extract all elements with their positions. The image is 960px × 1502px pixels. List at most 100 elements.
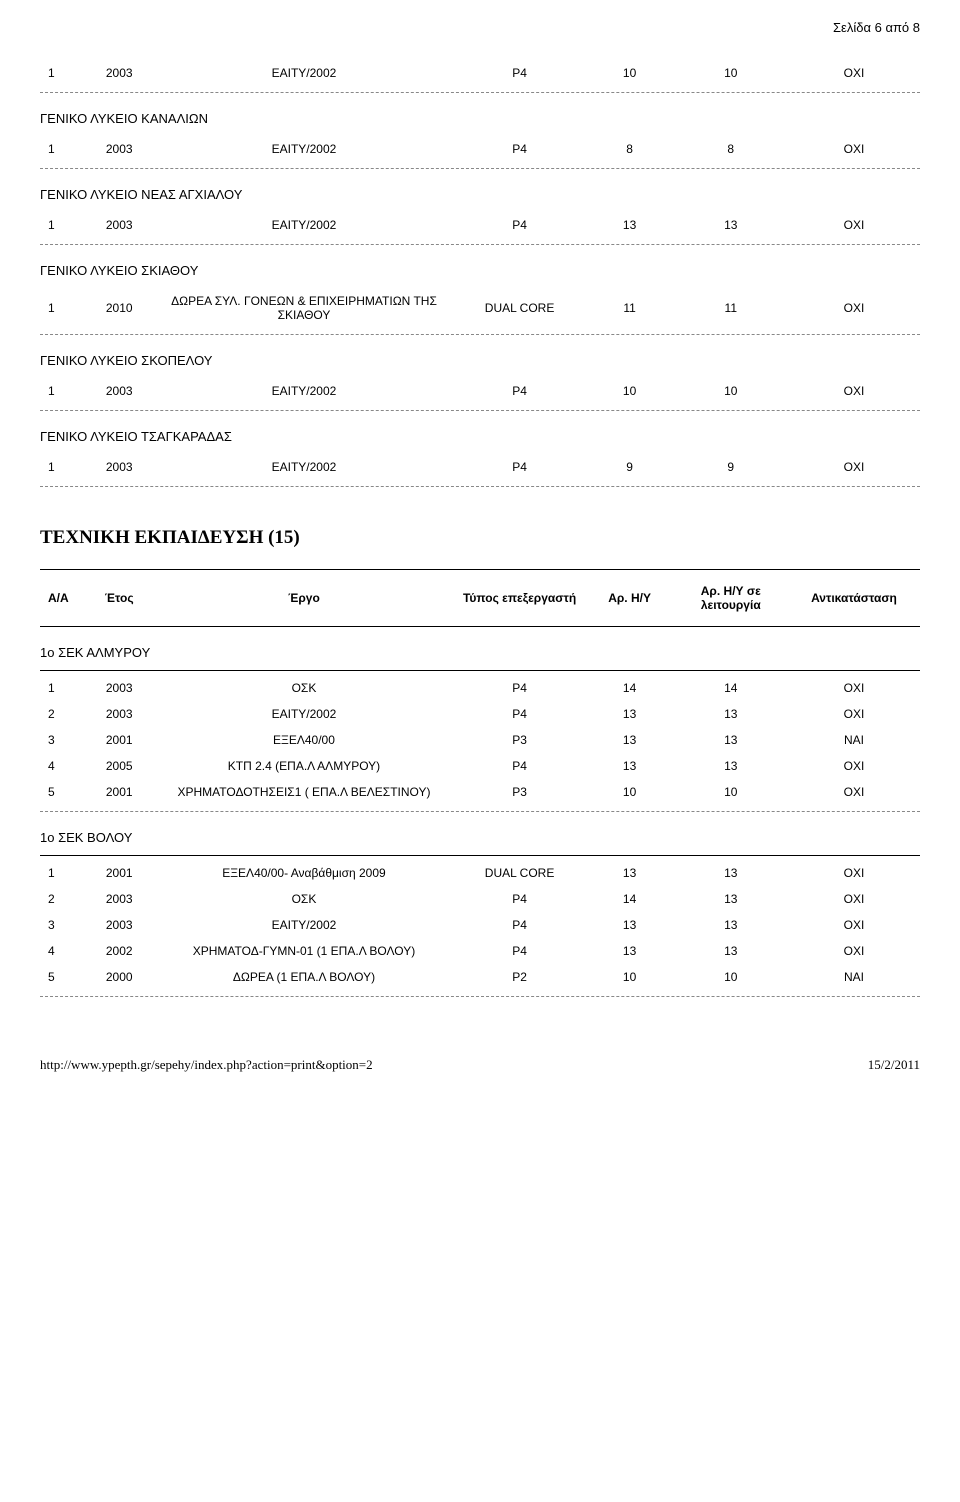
cell-n1: 10 [586, 378, 674, 404]
table-row: 12003ΕΑΙΤΥ/2002P488ΟΧΙ [40, 136, 920, 162]
cell-aa: 1 [40, 60, 84, 86]
cell-cpu: P4 [454, 938, 586, 964]
cell-aa: 1 [40, 378, 84, 404]
cell-proj: ΕΑΙΤΥ/2002 [154, 454, 453, 480]
cell-n1: 13 [586, 753, 674, 779]
cell-year: 2003 [84, 60, 154, 86]
section-separator [40, 410, 920, 411]
table-row: 22003ΟΣΚP41413ΟΧΙ [40, 886, 920, 912]
hdr-rep: Αντικατάσταση [788, 574, 920, 622]
data-table: 12003ΕΑΙΤΥ/2002P41010ΟΧΙ [40, 60, 920, 86]
cell-year: 2003 [84, 212, 154, 238]
cell-aa: 5 [40, 779, 84, 805]
cell-n1: 9 [586, 454, 674, 480]
cell-proj: ΕΑΙΤΥ/2002 [154, 60, 453, 86]
cell-n2: 13 [674, 701, 788, 727]
page-indicator: Σελίδα 6 από 8 [40, 20, 920, 35]
cell-n2: 9 [674, 454, 788, 480]
cell-year: 2003 [84, 454, 154, 480]
hdr-n2: Αρ. Η/Υ σε λειτουργία [674, 574, 788, 622]
cell-n1: 14 [586, 675, 674, 701]
header-bottom-rule [40, 626, 920, 627]
cell-year: 2001 [84, 779, 154, 805]
cell-year: 2003 [84, 912, 154, 938]
cell-proj: ΟΣΚ [154, 675, 453, 701]
cell-year: 2002 [84, 938, 154, 964]
section-title: 1o ΣΕΚ ΒΟΛΟΥ [40, 830, 920, 845]
cell-n1: 8 [586, 136, 674, 162]
cell-aa: 2 [40, 701, 84, 727]
major-heading: ΤΕΧΝΙΚΗ ΕΚΠΑΙΔΕΥΣΗ (15) [40, 527, 920, 549]
cell-rep: ΝΑΙ [788, 964, 920, 990]
cell-rep: ΟΧΙ [788, 60, 920, 86]
cell-proj: ΕΑΙΤΥ/2002 [154, 378, 453, 404]
section-title: 1o ΣΕΚ ΑΛΜΥΡΟΥ [40, 645, 920, 660]
hdr-cpu: Τύπος επεξεργαστή [454, 574, 586, 622]
table-row: 22003ΕΑΙΤΥ/2002P41313ΟΧΙ [40, 701, 920, 727]
cell-proj: ΔΩΡΕΑ ΣΥΛ. ΓΟΝΕΩΝ & ΕΠΙΧΕΙΡΗΜΑΤΙΩΝ ΤΗΣ Σ… [154, 288, 453, 328]
cell-proj: ΟΣΚ [154, 886, 453, 912]
table-row: 12003ΟΣΚP41414ΟΧΙ [40, 675, 920, 701]
cell-n1: 13 [586, 212, 674, 238]
cell-year: 2003 [84, 701, 154, 727]
cell-year: 2003 [84, 675, 154, 701]
section-title: ΓΕΝΙΚΟ ΛΥΚΕΙΟ ΤΣΑΓΚΑΡΑΔΑΣ [40, 429, 920, 444]
section-separator [40, 92, 920, 93]
cell-year: 2003 [84, 378, 154, 404]
cell-n2: 8 [674, 136, 788, 162]
cell-n2: 13 [674, 212, 788, 238]
cell-proj: ΕΞΕΛ40/00 [154, 727, 453, 753]
cell-year: 2001 [84, 727, 154, 753]
cell-cpu: P4 [454, 912, 586, 938]
table-row: 12003ΕΑΙΤΥ/2002P499ΟΧΙ [40, 454, 920, 480]
cell-cpu: P3 [454, 779, 586, 805]
cell-aa: 3 [40, 912, 84, 938]
section-separator [40, 334, 920, 335]
table-row: 12003ΕΑΙΤΥ/2002P41313ΟΧΙ [40, 212, 920, 238]
section-separator [40, 244, 920, 245]
cell-proj: ΧΡΗΜΑΤΟΔ-ΓΥΜΝ-01 (1 ΕΠΑ.Λ ΒΟΛΟΥ) [154, 938, 453, 964]
section-title: ΓΕΝΙΚΟ ΛΥΚΕΙΟ ΣΚΙΑΘΟΥ [40, 263, 920, 278]
hdr-year: Έτος [84, 574, 154, 622]
header-top-rule [40, 569, 920, 570]
cell-aa: 4 [40, 753, 84, 779]
cell-n1: 10 [586, 779, 674, 805]
cell-rep: ΟΧΙ [788, 212, 920, 238]
cell-year: 2010 [84, 288, 154, 328]
page-footer: http://www.ypepth.gr/sepehy/index.php?ac… [40, 1057, 920, 1073]
cell-rep: ΟΧΙ [788, 753, 920, 779]
table-row: 12003ΕΑΙΤΥ/2002P41010ΟΧΙ [40, 378, 920, 404]
cell-aa: 2 [40, 886, 84, 912]
cell-cpu: P4 [454, 753, 586, 779]
section-title: ΓΕΝΙΚΟ ΛΥΚΕΙΟ ΣΚΟΠΕΛΟΥ [40, 353, 920, 368]
cell-aa: 1 [40, 675, 84, 701]
cell-proj: ΕΑΙΤΥ/2002 [154, 212, 453, 238]
cell-rep: ΟΧΙ [788, 886, 920, 912]
cell-proj: ΕΞΕΛ40/00- Αναβάθμιση 2009 [154, 860, 453, 886]
section-top-rule [40, 670, 920, 671]
cell-n1: 14 [586, 886, 674, 912]
cell-cpu: P4 [454, 60, 586, 86]
data-table: 12003ΕΑΙΤΥ/2002P488ΟΧΙ [40, 136, 920, 162]
hdr-proj: Έργο [154, 574, 453, 622]
cell-n1: 10 [586, 964, 674, 990]
section-separator [40, 811, 920, 812]
cell-aa: 1 [40, 212, 84, 238]
cell-n2: 14 [674, 675, 788, 701]
table-row: 42005ΚΤΠ 2.4 (ΕΠΑ.Λ ΑΛΜΥΡΟΥ)P41313ΟΧΙ [40, 753, 920, 779]
section-separator [40, 168, 920, 169]
header-table: Α/Α Έτος Έργο Τύπος επεξεργαστή Αρ. Η/Υ … [40, 574, 920, 622]
cell-n1: 10 [586, 60, 674, 86]
cell-n2: 10 [674, 964, 788, 990]
cell-rep: ΝΑΙ [788, 727, 920, 753]
cell-proj: ΚΤΠ 2.4 (ΕΠΑ.Λ ΑΛΜΥΡΟΥ) [154, 753, 453, 779]
cell-n2: 10 [674, 378, 788, 404]
hdr-aa: Α/Α [40, 574, 84, 622]
cell-cpu: P4 [454, 701, 586, 727]
data-table: 12010ΔΩΡΕΑ ΣΥΛ. ΓΟΝΕΩΝ & ΕΠΙΧΕΙΡΗΜΑΤΙΩΝ … [40, 288, 920, 328]
cell-cpu: P4 [454, 136, 586, 162]
section-title: ΓΕΝΙΚΟ ΛΥΚΕΙΟ ΝΕΑΣ ΑΓΧΙΑΛΟΥ [40, 187, 920, 202]
data-table: 12003ΟΣΚP41414ΟΧΙ22003ΕΑΙΤΥ/2002P41313ΟΧ… [40, 675, 920, 805]
cell-cpu: DUAL CORE [454, 860, 586, 886]
cell-year: 2001 [84, 860, 154, 886]
